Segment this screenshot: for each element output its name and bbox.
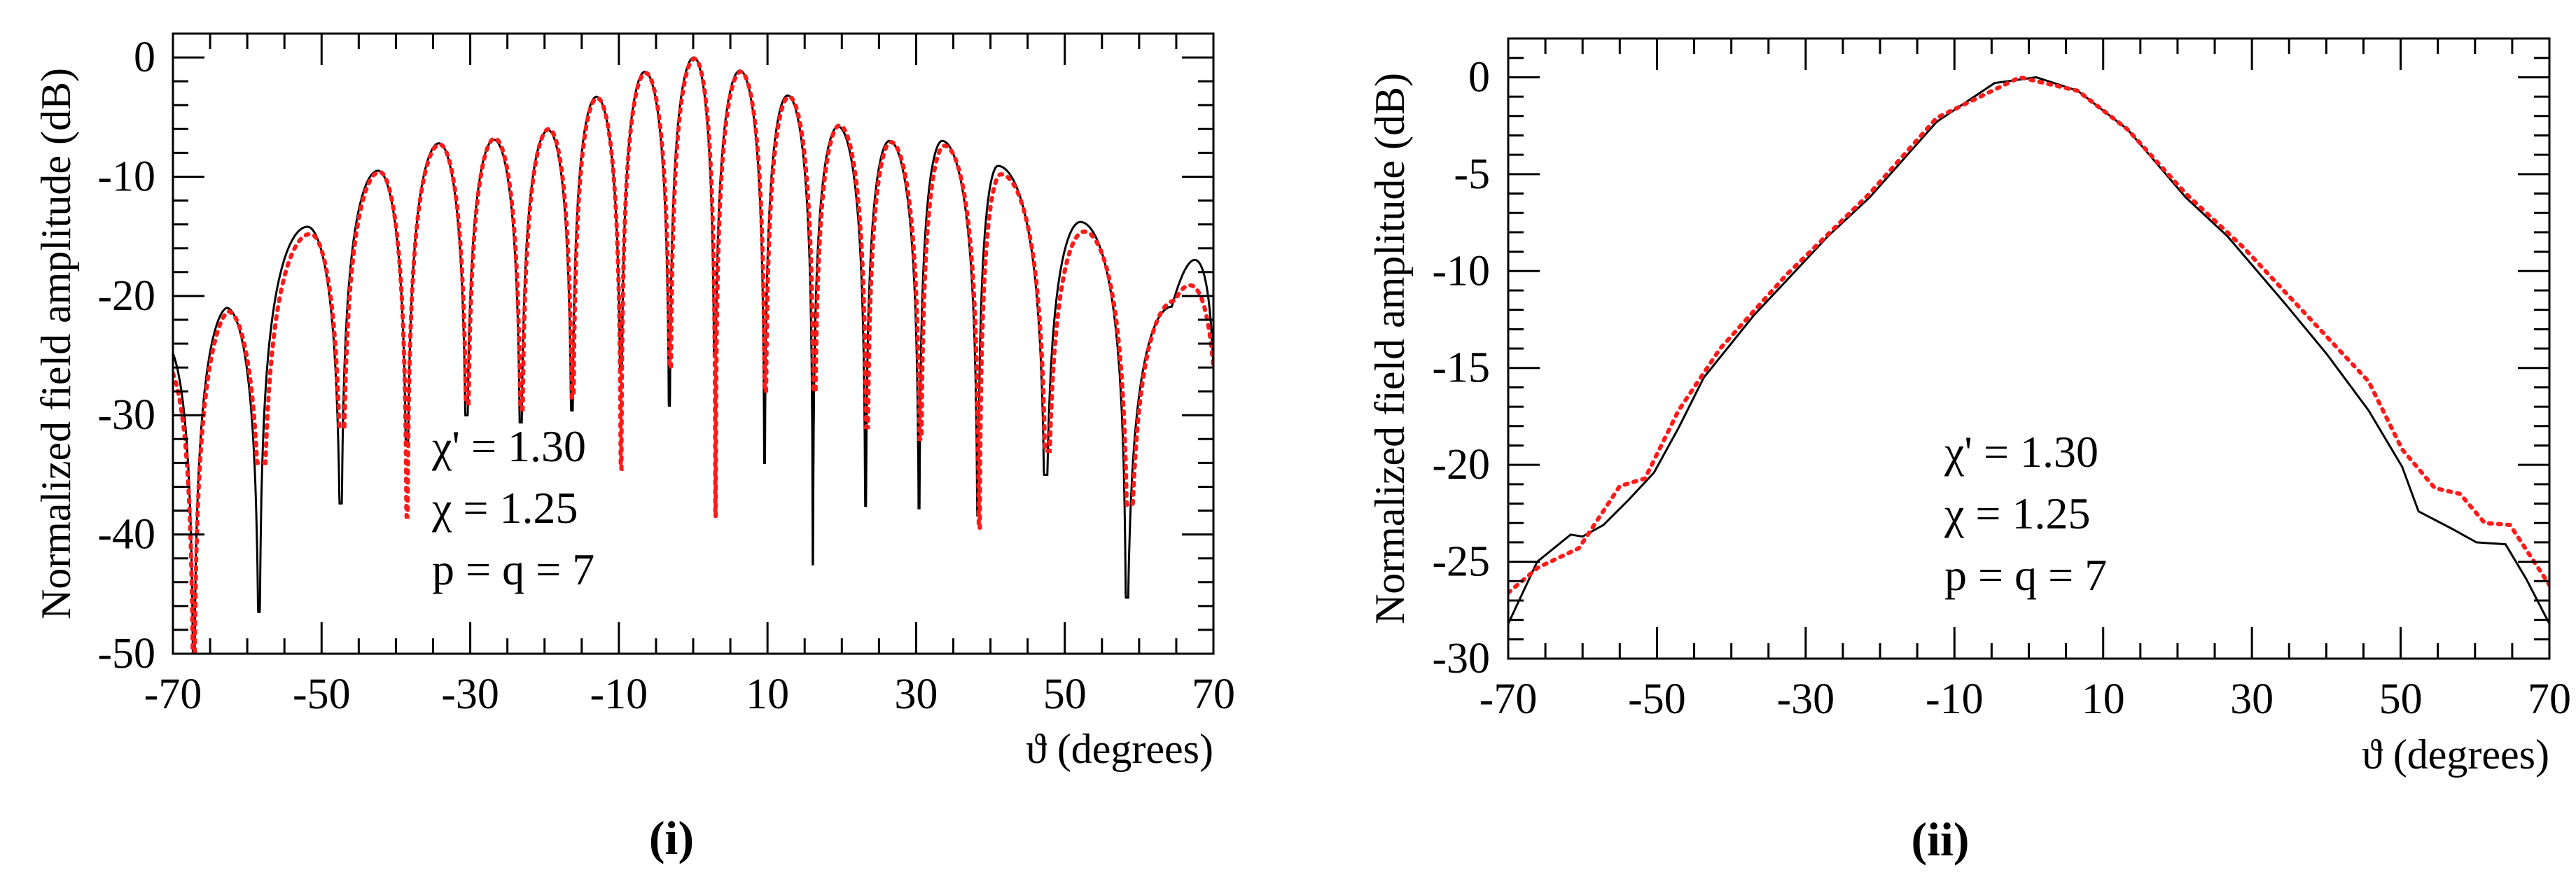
annotation-chi-prime: χ' = 1.30 [431, 421, 586, 471]
chart-panel-i: Normalized field amplitude (dB) ϑ (degre… [33, 32, 1235, 864]
y-tick-label: -30 [97, 391, 155, 439]
y-tick-label: -30 [1432, 635, 1490, 682]
y-tick-label: -40 [97, 511, 155, 559]
series-black-solid [1508, 76, 2549, 624]
chart-panel-ii: Normalized field amplitude (dB) ϑ (degre… [1367, 37, 2571, 866]
y-tick-label: -20 [1432, 441, 1490, 489]
x-axis-label: ϑ (degrees) [2362, 731, 2549, 778]
y-tick-label: -50 [97, 630, 155, 678]
annotation-chi: χ = 1.25 [1944, 489, 2091, 538]
x-axis-label: ϑ (degrees) [1026, 726, 1213, 772]
caption-i: (i) [649, 811, 694, 864]
x-tick-label: -50 [293, 671, 351, 718]
x-tick-label: 30 [894, 671, 938, 718]
y-tick-label: -10 [97, 153, 155, 200]
x-tick-label: 50 [2379, 675, 2423, 723]
x-tick-label: -50 [1628, 675, 1686, 723]
y-tick-label: -10 [1432, 247, 1490, 295]
x-tick-label: 30 [2230, 675, 2274, 723]
x-tick-label: 50 [1043, 671, 1087, 718]
y-tick-label: -5 [1454, 150, 1490, 198]
x-tick-label: -70 [144, 671, 202, 718]
y-axis-label: Normalized field amplitude (dB) [1367, 73, 1413, 624]
x-tick-label: -10 [1926, 675, 1984, 723]
x-tick-label: 70 [2528, 675, 2571, 723]
caption-ii: (ii) [1911, 813, 1969, 866]
annotation-chi-prime: χ' = 1.30 [1944, 427, 2098, 477]
series-red-dotted [1508, 75, 2549, 595]
annotation-pq: p = q = 7 [432, 545, 594, 594]
y-tick-label: -25 [1432, 538, 1490, 586]
y-axis-label: Normalized field amplitude (dB) [33, 68, 79, 619]
x-tick-label: -30 [1777, 675, 1835, 723]
annotation-pq: p = q = 7 [1944, 550, 2107, 600]
y-tick-label: -15 [1432, 344, 1490, 392]
y-tick-label: -20 [97, 272, 155, 320]
plot-frame [172, 32, 1215, 655]
y-tick-label: 0 [1468, 53, 1490, 101]
x-tick-label: -30 [441, 671, 499, 718]
x-tick-label: -70 [1480, 675, 1538, 723]
x-tick-label: 70 [1192, 671, 1235, 718]
annotation-chi: χ = 1.25 [431, 483, 578, 533]
y-tick-label: 0 [134, 34, 155, 81]
x-tick-label: -10 [590, 671, 648, 718]
x-tick-label: 10 [2082, 675, 2125, 723]
series-red-dotted [173, 56, 1213, 654]
x-tick-label: 10 [746, 671, 789, 718]
